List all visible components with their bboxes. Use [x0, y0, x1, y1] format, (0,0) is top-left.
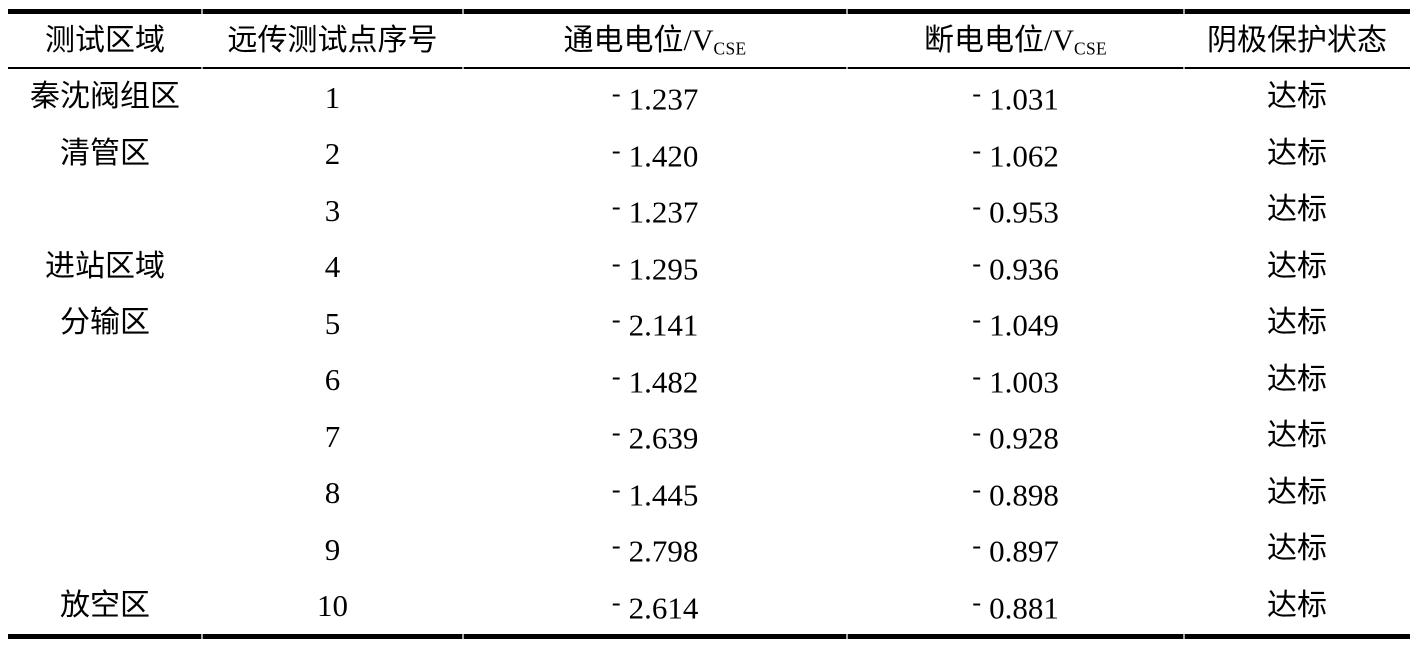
minus-sign: -	[972, 586, 982, 617]
off-potential-cell: -1.062	[972, 134, 1059, 173]
table-row: 8 -1.445 -0.898 达标	[8, 465, 1410, 522]
off-potential-cell: -0.881	[972, 586, 1059, 625]
off-potential-cell: -0.936	[972, 247, 1059, 286]
test-area-cell: 分输区	[60, 306, 150, 340]
table-body: 秦沈阀组区 1 -1.237 -1.031 达标 清管区 2 -1.420 -1…	[8, 69, 1410, 634]
status-cell: 达标	[1267, 362, 1327, 396]
point-number-cell: 6	[324, 362, 341, 398]
off-potential-cell: -0.953	[972, 191, 1059, 230]
minus-sign: -	[611, 304, 621, 335]
table-row: 秦沈阀组区 1 -1.237 -1.031 达标	[8, 69, 1410, 126]
point-number-cell: 9	[324, 531, 341, 567]
test-area-cell: 秦沈阀组区	[30, 80, 180, 114]
test-area-cell: 进站区域	[45, 249, 165, 283]
minus-sign: -	[611, 78, 621, 109]
table-row: 6 -1.482 -1.003 达标	[8, 352, 1410, 409]
on-potential-cell: -2.141	[611, 304, 699, 343]
off-potential-cell: -1.003	[972, 360, 1059, 399]
column-header-protection-status: 阴极保护状态	[1207, 23, 1387, 57]
point-number-cell: 5	[324, 305, 341, 341]
table-bottom-border	[8, 634, 1410, 639]
table-top-border	[8, 9, 1410, 14]
table-row: 清管区 2 -1.420 -1.062 达标	[8, 126, 1410, 183]
minus-sign: -	[972, 304, 982, 335]
minus-sign: -	[611, 417, 621, 448]
minus-sign: -	[972, 134, 982, 165]
status-cell: 达标	[1267, 193, 1327, 227]
table-row: 放空区 10 -2.614 -0.881 达标	[8, 578, 1410, 635]
minus-sign: -	[972, 247, 982, 278]
on-potential-cell: -1.237	[611, 191, 699, 230]
on-potential-subscript: CSE	[713, 37, 747, 58]
header-separator-line	[8, 67, 1410, 69]
status-cell: 达标	[1267, 136, 1327, 170]
point-number-cell: 4	[324, 249, 341, 285]
column-header-on-potential: 通电电位/VCSE	[463, 23, 847, 58]
table-row: 分输区 5 -2.141 -1.049 达标	[8, 295, 1410, 352]
point-number-cell: 3	[324, 192, 341, 228]
on-potential-cell: -1.295	[611, 247, 699, 286]
table-header-row: 测试区域 远传测试点序号 通电电位/VCSE 断电电位/VCSE 阴极保护状态	[8, 14, 1410, 67]
table-row: 3 -1.237 -0.953 达标	[8, 182, 1410, 239]
test-area-cell: 放空区	[60, 588, 150, 622]
on-potential-cell: -2.798	[611, 530, 699, 569]
on-potential-label: 通电电位/V	[563, 23, 714, 57]
minus-sign: -	[972, 417, 982, 448]
column-header-point-number: 远传测试点序号	[227, 23, 438, 57]
off-potential-cell: -0.897	[972, 530, 1059, 569]
status-cell: 达标	[1267, 588, 1327, 622]
minus-sign: -	[972, 530, 982, 561]
minus-sign: -	[972, 473, 982, 504]
table-row: 7 -2.639 -0.928 达标	[8, 408, 1410, 465]
off-potential-cell: -1.049	[972, 304, 1059, 343]
minus-sign: -	[611, 134, 621, 165]
on-potential-cell: -1.420	[611, 134, 699, 173]
off-potential-subscript: CSE	[1074, 37, 1107, 58]
off-potential-cell: -1.031	[972, 78, 1059, 117]
status-cell: 达标	[1267, 306, 1327, 340]
minus-sign: -	[611, 247, 621, 278]
minus-sign: -	[972, 360, 982, 391]
status-cell: 达标	[1267, 80, 1327, 114]
on-potential-cell: -1.482	[611, 360, 699, 399]
minus-sign: -	[972, 78, 982, 109]
status-cell: 达标	[1267, 419, 1327, 453]
cathodic-protection-table: 测试区域 远传测试点序号 通电电位/VCSE 断电电位/VCSE 阴极保护状态 …	[8, 9, 1410, 639]
status-cell: 达标	[1267, 532, 1327, 566]
table-row: 进站区域 4 -1.295 -0.936 达标	[8, 239, 1410, 296]
test-area-cell: 清管区	[60, 136, 150, 170]
point-number-cell: 10	[317, 588, 348, 624]
on-potential-cell: -2.614	[611, 586, 699, 625]
minus-sign: -	[611, 473, 621, 504]
table-row: 9 -2.798 -0.897 达标	[8, 521, 1410, 578]
column-header-test-area: 测试区域	[45, 23, 165, 57]
point-number-cell: 1	[324, 79, 341, 115]
point-number-cell: 7	[324, 418, 341, 454]
off-potential-cell: -0.898	[972, 473, 1059, 512]
column-header-off-potential: 断电电位/VCSE	[847, 23, 1184, 58]
on-potential-cell: -2.639	[611, 417, 699, 456]
on-potential-cell: -1.445	[611, 473, 699, 512]
off-potential-label: 断电电位/V	[924, 23, 1075, 57]
point-number-cell: 8	[324, 475, 341, 511]
minus-sign: -	[611, 360, 621, 391]
minus-sign: -	[611, 191, 621, 222]
minus-sign: -	[611, 586, 621, 617]
status-cell: 达标	[1267, 475, 1327, 509]
off-potential-cell: -0.928	[972, 417, 1059, 456]
point-number-cell: 2	[324, 136, 341, 172]
minus-sign: -	[972, 191, 982, 222]
on-potential-cell: -1.237	[611, 78, 699, 117]
status-cell: 达标	[1267, 249, 1327, 283]
minus-sign: -	[611, 530, 621, 561]
